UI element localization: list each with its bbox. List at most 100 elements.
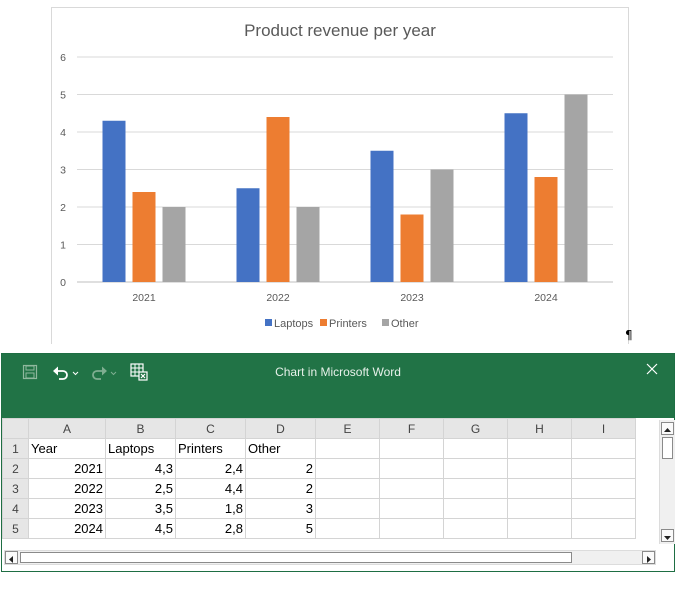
cell[interactable]	[443, 518, 508, 539]
legend-item[interactable]: Other	[382, 318, 419, 330]
vertical-scrollbar[interactable]	[659, 420, 675, 544]
cell[interactable]	[507, 518, 572, 539]
cell[interactable]	[315, 438, 380, 459]
scroll-down-button[interactable]	[661, 529, 674, 542]
row-header[interactable]: 2	[2, 458, 29, 479]
cell[interactable]: Printers	[175, 438, 246, 459]
redo-button[interactable]	[90, 363, 118, 381]
cell[interactable]: 2,4	[175, 458, 246, 479]
cell[interactable]	[571, 518, 636, 539]
table-row: 5 2024 4,5 2,8 5	[2, 518, 636, 539]
select-all-corner[interactable]	[2, 418, 29, 439]
cell[interactable]	[315, 498, 380, 519]
horizontal-scroll-thumb[interactable]	[20, 552, 572, 563]
cell[interactable]	[507, 458, 572, 479]
bar-printers-2024[interactable]	[534, 177, 558, 282]
cell[interactable]: 2,8	[175, 518, 246, 539]
bar-printers-2022[interactable]	[266, 117, 290, 282]
column-header[interactable]: C	[175, 418, 246, 439]
bar-laptops-2022[interactable]	[236, 188, 260, 282]
column-header[interactable]: E	[315, 418, 380, 439]
table-row: 2 2021 4,3 2,4 2	[2, 458, 636, 479]
legend-swatch	[265, 319, 272, 326]
undo-button[interactable]	[52, 363, 80, 381]
save-button[interactable]	[22, 363, 38, 381]
x-tick-label: 2024	[534, 292, 558, 304]
cell[interactable]	[315, 518, 380, 539]
bar-laptops-2023[interactable]	[370, 150, 394, 282]
cell[interactable]: 1,8	[175, 498, 246, 519]
bar-laptops-2024[interactable]	[504, 113, 528, 282]
triangle-left-icon	[9, 556, 13, 563]
cell[interactable]	[571, 438, 636, 459]
cell[interactable]	[507, 498, 572, 519]
cell[interactable]	[379, 498, 444, 519]
cell[interactable]	[379, 458, 444, 479]
horizontal-scrollbar[interactable]	[4, 550, 656, 565]
cell[interactable]: 5	[245, 518, 316, 539]
scroll-left-button[interactable]	[5, 551, 18, 564]
cell[interactable]: 2	[245, 478, 316, 499]
cell[interactable]: 4,3	[105, 458, 176, 479]
bar-other-2021[interactable]	[162, 207, 186, 282]
cell[interactable]	[507, 438, 572, 459]
vertical-scroll-thumb[interactable]	[662, 437, 673, 459]
legend-item[interactable]: Printers	[320, 318, 367, 330]
cell[interactable]	[571, 498, 636, 519]
column-header[interactable]: H	[507, 418, 572, 439]
window-title: Chart in Microsoft Word	[275, 365, 401, 379]
table-row: 3 2022 2,5 4,4 2	[2, 478, 636, 499]
cell[interactable]: 2022	[28, 478, 106, 499]
close-button[interactable]	[646, 362, 658, 380]
scroll-up-button[interactable]	[661, 422, 674, 435]
column-header[interactable]: A	[28, 418, 106, 439]
cell[interactable]: 4,4	[175, 478, 246, 499]
cell[interactable]: 2,5	[105, 478, 176, 499]
cell[interactable]: Other	[245, 438, 316, 459]
bar-printers-2023[interactable]	[400, 214, 424, 283]
y-tick-label: 3	[60, 165, 66, 177]
cell[interactable]: 2023	[28, 498, 106, 519]
bar-other-2022[interactable]	[296, 207, 320, 282]
cell[interactable]: 3,5	[105, 498, 176, 519]
scroll-right-button[interactable]	[642, 551, 655, 564]
legend-item[interactable]: Laptops	[265, 318, 314, 330]
cell[interactable]	[443, 498, 508, 519]
cell[interactable]: 2	[245, 458, 316, 479]
cell[interactable]: 2021	[28, 458, 106, 479]
cell[interactable]	[379, 518, 444, 539]
cell[interactable]	[315, 478, 380, 499]
edit-data-in-excel-button[interactable]	[130, 363, 148, 381]
bar-other-2024[interactable]	[564, 94, 588, 283]
cell[interactable]	[443, 478, 508, 499]
cell[interactable]: 4,5	[105, 518, 176, 539]
row-header[interactable]: 5	[2, 518, 29, 539]
undo-icon	[53, 366, 79, 380]
column-header[interactable]: F	[379, 418, 444, 439]
column-header[interactable]: I	[571, 418, 636, 439]
cell[interactable]	[379, 438, 444, 459]
row-header[interactable]: 3	[2, 478, 29, 499]
cell[interactable]: 2024	[28, 518, 106, 539]
cell[interactable]	[507, 478, 572, 499]
cell[interactable]	[443, 438, 508, 459]
row-header[interactable]: 4	[2, 498, 29, 519]
cell[interactable]: Year	[28, 438, 106, 459]
column-header[interactable]: D	[245, 418, 316, 439]
cell[interactable]	[379, 478, 444, 499]
cell[interactable]	[571, 458, 636, 479]
cell[interactable]: Laptops	[105, 438, 176, 459]
spreadsheet-grid[interactable]: A B C D E F G H I 1 Year Laptops Printer…	[2, 418, 660, 542]
chart-area[interactable]: Product revenue per year 0 1 2 3 4 5 6 2021 202…	[51, 7, 629, 344]
cell[interactable]: 3	[245, 498, 316, 519]
column-header[interactable]: G	[443, 418, 508, 439]
chart-canvas: Product revenue per year 0 1 2 3 4 5 6 2021 202…	[60, 21, 613, 330]
bar-laptops-2021[interactable]	[102, 120, 126, 282]
bar-printers-2021[interactable]	[132, 192, 156, 282]
bar-other-2023[interactable]	[430, 169, 454, 283]
row-header[interactable]: 1	[2, 438, 29, 459]
cell[interactable]	[443, 458, 508, 479]
cell[interactable]	[315, 458, 380, 479]
column-header[interactable]: B	[105, 418, 176, 439]
cell[interactable]	[571, 478, 636, 499]
